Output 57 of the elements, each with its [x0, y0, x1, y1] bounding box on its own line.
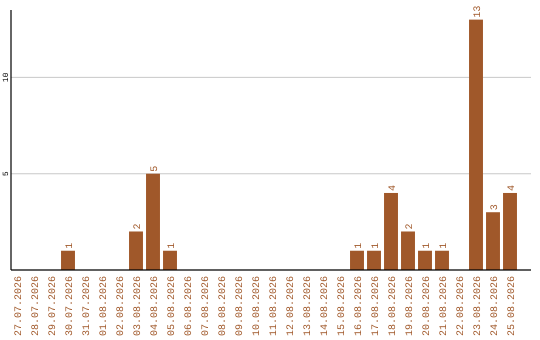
bar [486, 212, 500, 270]
x-tick-label: 04.08.2026 [150, 276, 161, 336]
bar [350, 250, 364, 270]
data-label: 5 [150, 166, 161, 172]
data-label: 2 [133, 223, 144, 230]
bar [401, 231, 415, 270]
x-tick-label: 15.08.2026 [337, 276, 348, 336]
x-tick-label: 02.08.2026 [116, 276, 127, 336]
x-tick-label: 10.08.2026 [252, 276, 263, 336]
data-label: 13 [473, 6, 484, 18]
data-label: 1 [167, 242, 178, 249]
x-tick-label: 13.08.2026 [303, 276, 314, 336]
x-tick-label: 09.08.2026 [235, 276, 246, 336]
x-tick-label: 03.08.2026 [133, 276, 144, 336]
bar [469, 20, 483, 270]
x-tick-label: 08.08.2026 [218, 276, 229, 336]
x-tick-label: 20.08.2026 [422, 276, 433, 336]
bar [384, 192, 398, 270]
bar [367, 250, 381, 270]
x-tick-label: 24.08.2026 [490, 276, 501, 336]
x-tick-label: 19.08.2026 [405, 276, 416, 336]
bar [129, 231, 143, 270]
bar [418, 250, 432, 270]
x-tick-label: 17.08.2026 [371, 276, 382, 336]
data-label: 4 [388, 184, 399, 191]
x-tick-label: 01.08.2026 [99, 276, 110, 336]
data-label: 4 [507, 184, 518, 191]
x-tick-label: 28.07.2026 [31, 276, 42, 336]
x-tick-label: 05.08.2026 [167, 276, 178, 336]
x-tick-label: 14.08.2026 [320, 276, 331, 336]
x-tick-label: 16.08.2026 [354, 276, 365, 336]
bar [146, 174, 160, 270]
x-tick-label: 23.08.2026 [473, 276, 484, 336]
data-label: 2 [405, 223, 416, 230]
x-tick-label: 21.08.2026 [439, 276, 450, 336]
x-tick-label: 25.08.2026 [507, 276, 518, 336]
bar [61, 250, 75, 270]
x-tick-label: 12.08.2026 [286, 276, 297, 336]
bar [435, 250, 449, 270]
data-label: 1 [422, 242, 433, 249]
x-tick-label: 06.08.2026 [184, 276, 195, 336]
data-label: 1 [354, 242, 365, 249]
x-tick-label: 29.07.2026 [48, 276, 59, 336]
bar [163, 250, 177, 270]
data-label: 3 [490, 204, 501, 210]
data-label: 1 [65, 242, 76, 249]
data-label: 1 [439, 242, 450, 249]
x-tick-label: 22.08.2026 [456, 276, 467, 336]
x-tick-label: 11.08.2026 [269, 276, 280, 336]
data-label: 1 [371, 242, 382, 249]
x-tick-label: 27.07.2026 [14, 276, 25, 336]
x-tick-label: 31.07.2026 [82, 276, 93, 336]
bar [503, 192, 517, 270]
x-tick-label: 07.08.2026 [201, 276, 212, 336]
x-tick-label: 18.08.2026 [388, 276, 399, 336]
y-tick-label: 10 [2, 72, 11, 82]
x-tick-label: 30.07.2026 [65, 276, 76, 336]
